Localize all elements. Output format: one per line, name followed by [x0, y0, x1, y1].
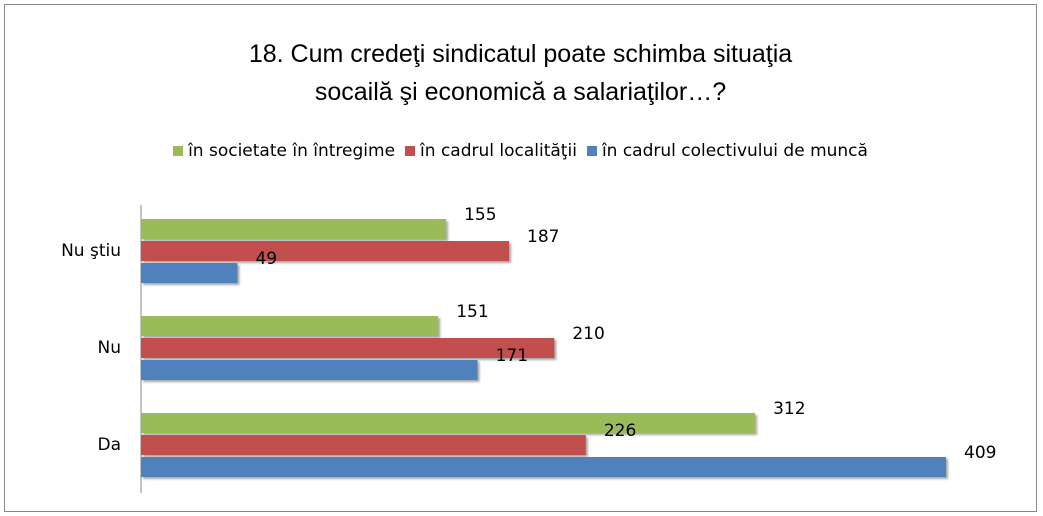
data-label: 409 — [964, 443, 996, 463]
data-label: 226 — [604, 421, 636, 441]
bar — [141, 219, 447, 239]
bar — [141, 316, 439, 336]
data-label: 210 — [572, 324, 604, 344]
data-label: 187 — [527, 227, 559, 247]
data-label: 155 — [464, 205, 496, 225]
bar — [141, 435, 586, 455]
y-tick-label: Da — [97, 435, 121, 455]
legend-label: în cadrul localităţii — [420, 141, 577, 161]
data-label: 49 — [255, 249, 277, 269]
data-label: 171 — [496, 346, 528, 366]
bar — [141, 360, 478, 380]
bar — [141, 338, 555, 358]
legend-label: în cadrul colectivului de muncă — [601, 141, 868, 161]
legend: în societate în întregime în cadrul local… — [5, 141, 1036, 161]
legend-label: în societate în întregime — [188, 141, 396, 161]
legend-item: în cadrul localităţii — [405, 141, 577, 161]
data-label: 312 — [773, 399, 805, 419]
legend-swatch — [586, 146, 597, 156]
legend-swatch — [405, 146, 416, 156]
plot: Nu ştiu 155 187 49 Nu 151 210 171 Da 312 226 409 — [61, 205, 996, 493]
bar — [141, 413, 756, 433]
chart: 18. Cum credeţi sindicatul poate schimba… — [4, 4, 1037, 512]
legend-swatch — [173, 146, 184, 156]
chart-title: 18. Cum credeţi sindicatul poate schimba… — [248, 40, 793, 106]
bar — [141, 263, 238, 283]
legend-item: în cadrul colectivului de muncă — [586, 141, 868, 161]
data-label: 151 — [456, 302, 488, 322]
legend-item: în societate în întregime — [173, 141, 395, 161]
bar — [141, 457, 946, 477]
bar — [141, 241, 510, 261]
y-tick-label: Nu — [98, 338, 122, 358]
y-tick-label: Nu ştiu — [61, 241, 121, 261]
